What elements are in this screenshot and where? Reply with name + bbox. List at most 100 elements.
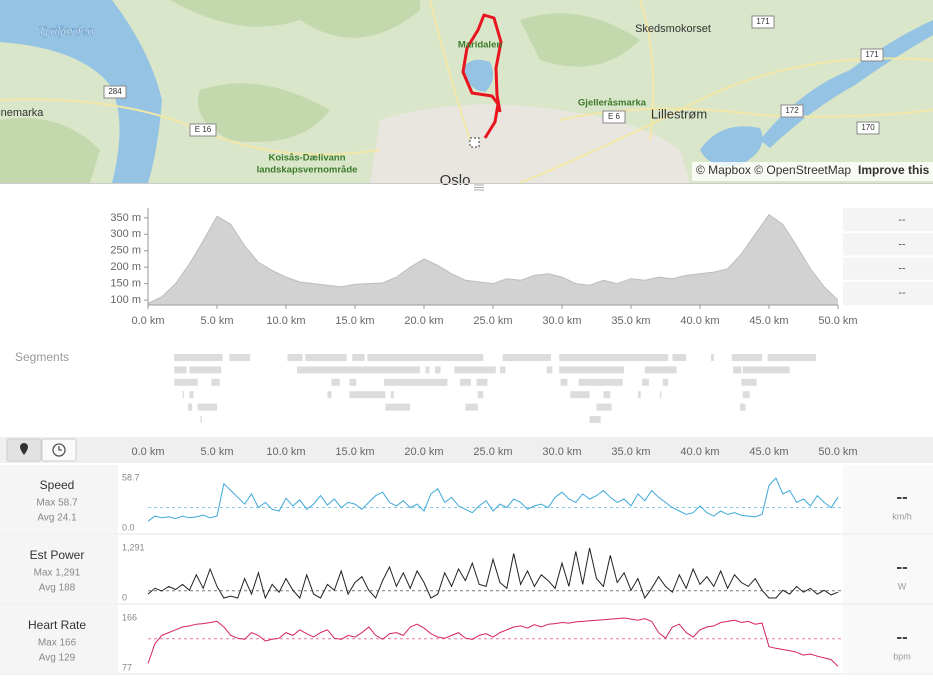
segment-bar <box>349 378 357 386</box>
stream-max: Max 166 <box>38 638 77 649</box>
segment-bar <box>502 354 551 361</box>
map-label: E 6 <box>608 112 621 121</box>
x-tick-label: 30.0 km <box>542 446 581 458</box>
x-tick-label: 20.0 km <box>404 446 443 458</box>
segment-bar <box>740 403 746 411</box>
segment-bar <box>174 354 223 361</box>
map-water <box>0 0 162 183</box>
segment-bar <box>188 403 193 411</box>
map-label: nemarka <box>1 107 45 119</box>
segment-bar <box>767 354 816 361</box>
segment-bar <box>331 378 340 386</box>
road-badge <box>103 85 127 99</box>
elevation-area <box>148 214 838 305</box>
x-tick-label: 5.0 km <box>200 446 233 458</box>
map-label: E 16 <box>195 125 212 134</box>
pin-icon <box>20 443 28 455</box>
x-tick-label: 40.0 km <box>680 446 719 458</box>
map-label: 171 <box>756 17 770 26</box>
segment-bar <box>349 391 386 399</box>
segment-bar <box>425 366 430 374</box>
attribution: © Mapbox © OpenStreetMap <box>696 163 851 177</box>
segment-bar <box>287 354 303 361</box>
segment-bar <box>385 403 411 411</box>
x-tick-label: 35.0 km <box>611 315 650 327</box>
attribution-box <box>692 162 933 181</box>
segment-bar <box>383 378 448 386</box>
segment-bar <box>672 354 687 361</box>
x-tick-label: 25.0 km <box>473 315 512 327</box>
clock-icon <box>52 443 66 457</box>
map-label: Gjelleråsmarka <box>578 98 647 109</box>
segment-bar <box>499 366 506 374</box>
segment-bar <box>476 378 488 386</box>
x-tick-label: 50.0 km <box>818 315 857 327</box>
x-tick-label: 50.0 km <box>818 446 857 458</box>
segment-bar <box>742 366 790 374</box>
x-tick-label: 40.0 km <box>680 315 719 327</box>
x-tick-label: 35.0 km <box>611 446 650 458</box>
readout: -- <box>898 287 906 299</box>
segment-bar <box>459 378 471 386</box>
segment-bar <box>559 366 625 374</box>
stream-unit: bpm <box>893 651 911 661</box>
x-tick-label: 15.0 km <box>335 446 374 458</box>
stream-readout-panel <box>843 535 933 603</box>
stream-readout-panel <box>843 605 933 673</box>
segment-bar <box>644 366 677 374</box>
segment-bar <box>662 378 669 386</box>
x-tick-label: 10.0 km <box>266 315 305 327</box>
segment-bar <box>297 366 420 374</box>
segment-bar <box>454 366 496 374</box>
segment-bar <box>211 378 220 386</box>
segment-bar <box>189 366 222 374</box>
stream-avg: Avg 129 <box>39 653 76 664</box>
stream-name: Est Power <box>30 548 85 562</box>
y-tick-label: 250 m <box>110 245 141 257</box>
map-label: Oslo <box>440 172 471 189</box>
y-tick-label: 58.7 <box>122 472 140 482</box>
road-badge <box>602 110 626 124</box>
stream-line <box>147 477 839 522</box>
map-label: 284 <box>108 87 122 96</box>
map-label: Lillestrøm <box>651 106 707 121</box>
segment-bar <box>390 391 394 399</box>
stream-readout: -- <box>896 627 907 646</box>
x-tick-label: 45.0 km <box>749 446 788 458</box>
map-label: Koisås-Dælivann <box>268 153 345 164</box>
segment-bar <box>435 366 441 374</box>
stream-avg: Avg 188 <box>39 583 76 594</box>
map-water <box>462 20 933 166</box>
x-tick-label: 5.0 km <box>200 315 233 327</box>
segment-bar <box>189 391 194 399</box>
road-badge <box>856 121 880 135</box>
road-badge <box>780 104 804 118</box>
road-badge <box>860 48 884 62</box>
x-tick-label: 25.0 km <box>473 446 512 458</box>
stream-max: Max 58.7 <box>36 498 78 509</box>
map-label: Maridalen <box>458 40 503 51</box>
segment-bar <box>327 391 332 399</box>
start-marker <box>469 137 480 148</box>
stream-readout-panel <box>843 465 933 533</box>
stream-label-panel <box>0 605 118 673</box>
x-tick-label: 0.0 km <box>131 446 164 458</box>
stream-readout: -- <box>896 557 907 576</box>
segment-bar <box>659 391 662 399</box>
segment-bar <box>578 378 623 386</box>
clock-hands <box>58 446 62 451</box>
segment-bar <box>642 378 649 386</box>
segment-bar <box>733 366 742 374</box>
y-tick-label: 300 m <box>110 228 141 240</box>
x-tick-label: 45.0 km <box>749 315 788 327</box>
route <box>461 13 503 139</box>
stream-name: Heart Rate <box>28 618 86 632</box>
stream-name: Speed <box>40 478 75 492</box>
readout: -- <box>898 263 906 275</box>
segment-bar <box>229 354 251 361</box>
stream-line <box>147 547 839 600</box>
stream-label-panel <box>0 535 118 603</box>
improve-link[interactable]: Improve this map <box>858 163 933 177</box>
resize-handle[interactable] <box>474 184 484 191</box>
